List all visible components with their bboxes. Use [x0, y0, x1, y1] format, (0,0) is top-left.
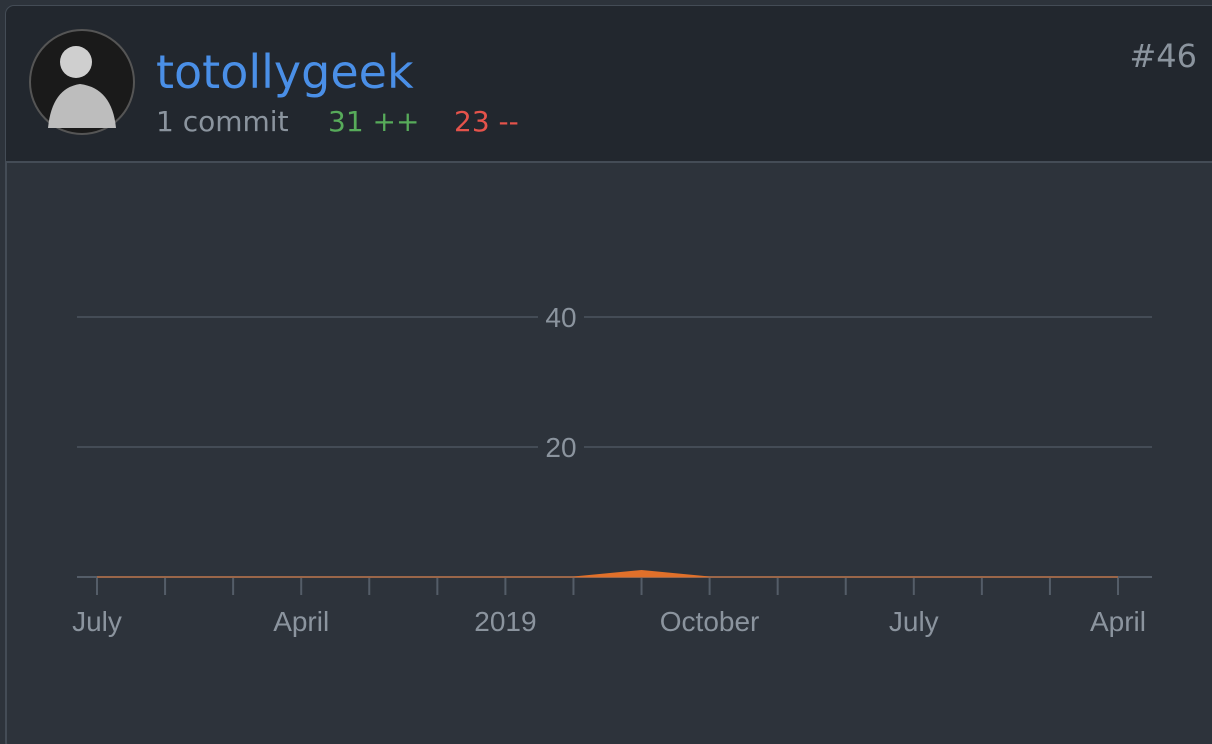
x-tick-label: 2019 [474, 606, 536, 637]
rank: #46 [1129, 37, 1197, 75]
x-tick-label: July [72, 606, 122, 637]
commit-count[interactable]: 1 commit [156, 105, 289, 138]
x-tick-label: April [273, 606, 329, 637]
x-tick-label: July [889, 606, 939, 637]
username[interactable]: totollygeek [156, 45, 414, 99]
x-tick-label: April [1090, 606, 1146, 637]
avatar-head [60, 46, 92, 78]
contributor-card: totollygeek 1 commit 31 ++ 23 -- #46 20 4… [0, 0, 1212, 744]
page: totollygeek 1 commit 31 ++ 23 -- #46 20 4… [0, 0, 1212, 744]
y-tick-label: 20 [545, 432, 576, 463]
y-tick-label: 40 [545, 302, 576, 333]
deletions: 23 -- [454, 105, 519, 138]
x-tick-label: October [660, 606, 760, 637]
avatar[interactable] [30, 30, 134, 134]
additions: 31 ++ [328, 105, 419, 138]
